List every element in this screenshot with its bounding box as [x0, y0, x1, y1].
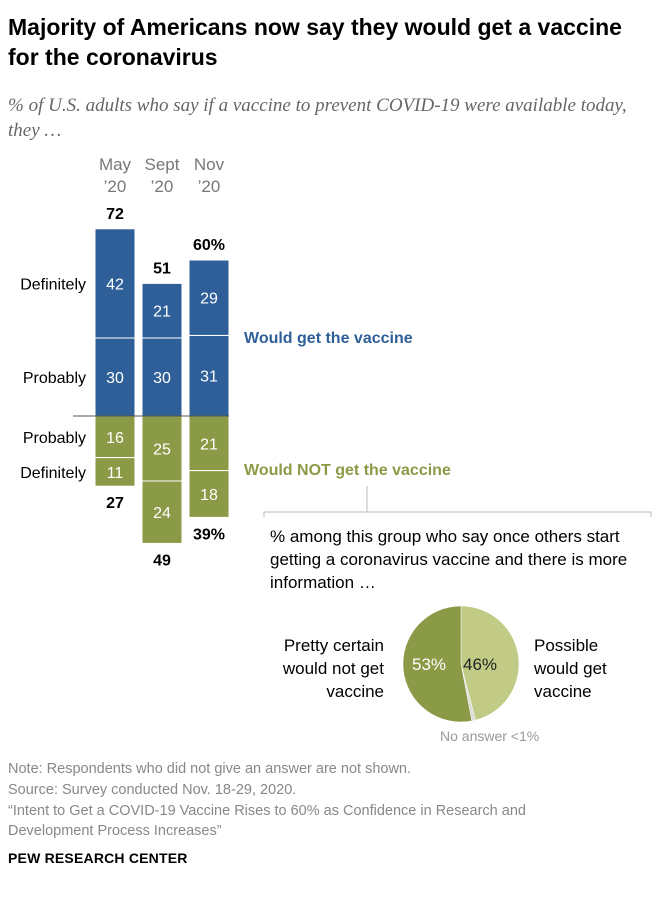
pie-no-answer-label: No answer <1% [440, 728, 540, 744]
pie-label-right-line: would get [534, 659, 607, 678]
pie-label-left: Pretty certain would not get vaccine [262, 634, 384, 703]
category-label: May [99, 155, 132, 174]
chart-subtitle: % of U.S. adults who say if a vaccine to… [8, 95, 627, 141]
bar-total-label: 49 [153, 552, 171, 569]
report-title: “Intent to Get a COVID-19 Vaccine Rises … [8, 803, 526, 839]
bar-value-label: 16 [106, 430, 124, 447]
pie-label-left-line: would not get [282, 659, 384, 678]
bar-value-label: 21 [200, 436, 218, 453]
pie-value-label: 53% [412, 655, 446, 674]
bar-segment [141, 282, 183, 339]
pie-label-left-line: vaccine [326, 682, 384, 701]
bar-segment [94, 415, 136, 459]
bar-value-label: 30 [153, 370, 171, 387]
source: Source: Survey conducted Nov. 18-29, 202… [8, 782, 297, 798]
legend-label: Would NOT get the vaccine [244, 462, 451, 479]
category-label: ’20 [198, 177, 221, 196]
bar-value-label: 25 [153, 442, 171, 459]
pie-title: % among this group who say once others s… [270, 527, 628, 592]
bar-total-label: 60% [193, 237, 225, 254]
bar-segment [94, 457, 136, 487]
row-label: Definitely [20, 276, 86, 293]
bar-value-label: 21 [153, 304, 171, 321]
chart-title: Majority of Americans now say they would… [8, 14, 622, 70]
category-label: Nov [194, 155, 225, 174]
row-label: Definitely [20, 465, 86, 482]
bar-segment [188, 470, 230, 518]
bar-total-label: 72 [106, 206, 124, 223]
bar-value-label: 11 [107, 465, 124, 482]
pie-slice [402, 605, 473, 723]
bar-segment [141, 480, 183, 544]
row-label: Probably [23, 430, 86, 447]
bar-segment [188, 259, 230, 336]
bar-total-label: 27 [106, 495, 124, 512]
bracket-connector [263, 486, 652, 517]
pie-label-right-line: Possible [534, 636, 599, 655]
bar-value-label: 24 [153, 505, 171, 522]
pie-label-right: Possible would get vaccine [534, 634, 654, 703]
bar-value-label: 29 [200, 291, 218, 308]
brand-logo: PEW RESEARCH CENTER [8, 850, 188, 866]
bar-segment [94, 337, 136, 417]
bar-segment [188, 334, 230, 417]
bar-value-label: 31 [200, 369, 218, 386]
bar-value-label: 18 [200, 487, 218, 504]
bar-value-label: 42 [106, 276, 124, 293]
category-label: ’20 [151, 177, 174, 196]
bar-segment [94, 228, 136, 339]
pie-value-label: 46% [463, 655, 497, 674]
pie-label-left-line: Pretty certain [283, 636, 384, 655]
bar-value-label: 30 [106, 370, 124, 387]
legend-label: Would get the vaccine [244, 330, 413, 347]
pie-slice [460, 605, 520, 721]
bar-total-label: 51 [153, 260, 171, 277]
category-label: Sept [145, 155, 180, 174]
row-label: Probably [23, 370, 86, 387]
bar-total-label: 39% [193, 526, 225, 543]
pie-label-right-line: vaccine [534, 682, 592, 701]
category-label: ’20 [104, 177, 127, 196]
note: Note: Respondents who did not give an an… [8, 761, 412, 777]
